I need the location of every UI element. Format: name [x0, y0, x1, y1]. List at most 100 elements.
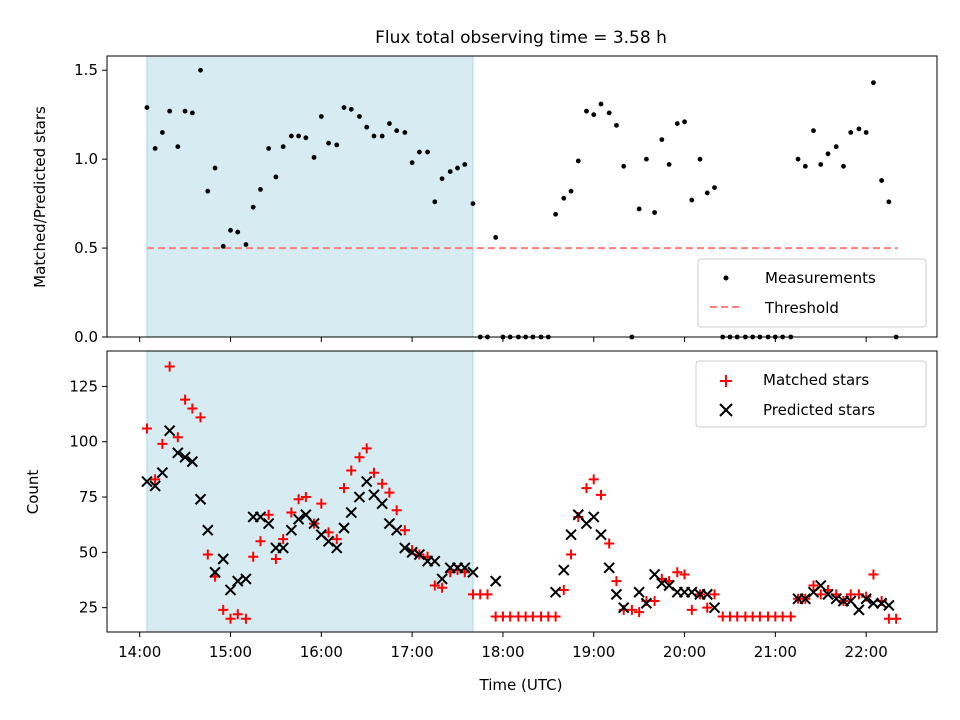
matched-point: [187, 403, 198, 414]
measurement-point: [311, 154, 317, 160]
measurement-point: [606, 110, 612, 116]
x-tick-label: 17:00: [391, 643, 434, 661]
predicted-point: [656, 577, 668, 590]
matched-point: [164, 361, 175, 372]
predicted-point: [209, 566, 221, 578]
top-y-tick-label: 1.0: [74, 150, 98, 168]
predicted-point: [277, 542, 289, 554]
predicted-point: [376, 497, 388, 510]
measurement-point: [704, 190, 710, 196]
matched-point: [482, 589, 493, 600]
legend-threshold-label: Threshold: [764, 299, 839, 317]
measurement-point: [425, 149, 430, 155]
measurement-point: [159, 130, 165, 135]
predicted-point: [572, 509, 585, 521]
matched-point: [384, 487, 395, 498]
measurement-point: [493, 235, 499, 240]
predicted-point: [633, 586, 645, 598]
matched-point: [399, 525, 410, 536]
predicted-point: [240, 573, 252, 585]
measurement-point: [863, 130, 869, 135]
count-panel: 25 50 75 100 125 14:00 15:00 16:00 17:00 18:00 19:…: [24, 350, 938, 694]
measurement-point: [409, 160, 415, 166]
predicted-point: [345, 506, 357, 519]
predicted-point: [149, 480, 161, 492]
measurement-point: [886, 199, 892, 205]
matched-point: [225, 613, 236, 624]
measurement-point: [659, 137, 665, 142]
predicted-point: [338, 522, 350, 534]
measurement-point: [416, 149, 422, 155]
measurement-point: [447, 169, 453, 175]
measurement-point: [348, 106, 354, 112]
matched-point: [346, 465, 357, 476]
measurement-point: [575, 158, 581, 164]
ratio-panel: 0.0 0.5 1.0 1.5 Matched/Predicted stars Mea…: [31, 55, 938, 346]
legend-predicted-label: Predicted stars: [763, 401, 875, 419]
measurement-point: [825, 151, 831, 157]
matched-point: [172, 432, 183, 443]
predicted-point: [565, 528, 577, 541]
matched-point: [354, 452, 365, 463]
measurement-point: [303, 135, 309, 141]
legend-measurements-marker: [723, 275, 729, 281]
measurement-point: [818, 162, 824, 167]
predicted-point: [663, 579, 675, 592]
bottom-y-tick-label: 25: [79, 599, 98, 617]
predicted-point: [708, 601, 721, 614]
measurement-point: [273, 174, 279, 180]
measurement-point: [371, 133, 377, 139]
measurement-point: [856, 126, 862, 132]
predicted-point: [822, 588, 834, 601]
legend-matched-label: Matched stars: [763, 371, 869, 389]
chart-title: Flux total observing time = 3.58 h: [375, 28, 667, 48]
matched-point: [596, 489, 607, 500]
measurement-point: [621, 163, 627, 169]
matched-point: [240, 613, 251, 624]
bottom-observing-window-shade: [146, 350, 474, 633]
measurement-point: [879, 178, 885, 183]
x-tick-label: 18:00: [481, 643, 524, 661]
measurement-point: [198, 67, 203, 73]
measurement-point: [848, 130, 854, 135]
matched-point: [286, 507, 297, 518]
x-tick-label: 14:00: [118, 643, 161, 661]
matched-point: [709, 589, 720, 600]
matched-point: [868, 569, 879, 580]
predicted-point: [640, 597, 653, 609]
measurement-point: [674, 121, 680, 126]
matched-point: [300, 492, 311, 503]
measurement-point: [682, 119, 687, 125]
predicted-point: [172, 447, 184, 459]
predicted-point: [549, 586, 562, 598]
measurement-point: [212, 165, 218, 171]
measurement-point: [666, 162, 672, 167]
matched-point: [218, 604, 229, 615]
predicted-point: [429, 555, 441, 567]
measurement-point: [152, 146, 158, 151]
predicted-point: [459, 562, 471, 574]
predicted-point: [300, 509, 312, 521]
predicted-point: [202, 524, 214, 536]
measurement-point: [220, 243, 226, 249]
predicted-point: [353, 491, 366, 503]
measurement-point: [841, 163, 846, 169]
matched-point: [626, 604, 637, 615]
predicted-point: [413, 548, 426, 561]
measurement-point: [614, 122, 619, 128]
predicted-point: [610, 588, 623, 601]
predicted-point: [648, 568, 661, 581]
measurement-point: [712, 185, 717, 191]
x-tick-label: 20:00: [663, 643, 706, 661]
predicted-point: [163, 424, 176, 437]
bottom-legend: Matched stars Predicted stars: [695, 360, 927, 428]
predicted-point: [860, 593, 872, 605]
top-axes-frame: [106, 55, 938, 338]
measurement-point: [811, 128, 816, 134]
measurement-point: [584, 108, 589, 114]
measurement-point: [644, 156, 649, 162]
measurement-point: [175, 144, 181, 150]
measurement-point: [553, 211, 558, 217]
measurement-point: [636, 206, 642, 212]
predicted-point: [179, 451, 191, 463]
